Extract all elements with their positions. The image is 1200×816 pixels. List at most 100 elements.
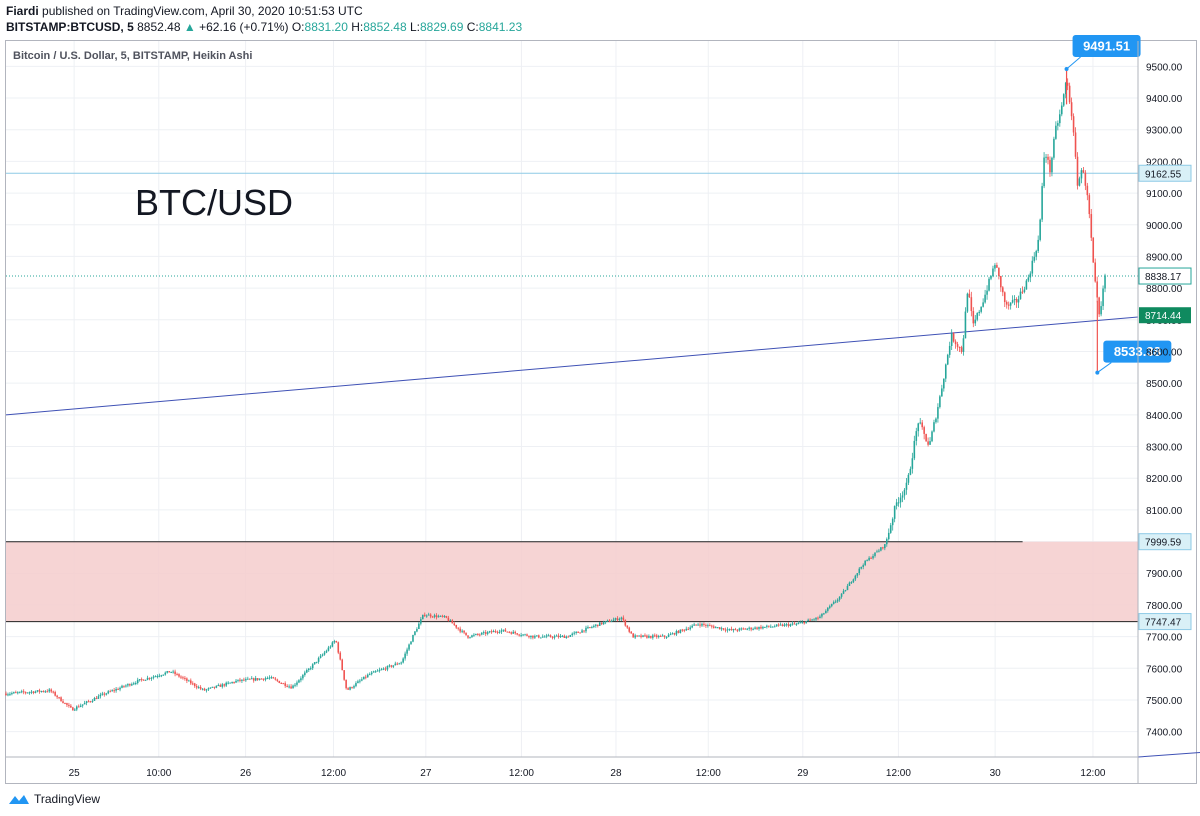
candle-body bbox=[357, 681, 359, 684]
y-tick-label: 8200.00 bbox=[1146, 474, 1183, 485]
candle-body bbox=[992, 268, 994, 276]
candle-body bbox=[915, 431, 918, 441]
candle-body bbox=[948, 345, 951, 355]
candle-body bbox=[830, 603, 833, 607]
candle-body bbox=[260, 678, 263, 680]
candle-body bbox=[75, 706, 78, 710]
candle-body bbox=[36, 690, 39, 692]
candle-body bbox=[756, 627, 758, 629]
candle-body bbox=[931, 431, 933, 442]
candle-body bbox=[563, 635, 566, 638]
candle-body bbox=[805, 621, 807, 624]
symbol-label[interactable]: BITSTAMP:BTCUSD, 5 bbox=[6, 20, 134, 34]
candle-body bbox=[502, 629, 505, 631]
y-tick-label: 7800.00 bbox=[1146, 601, 1183, 612]
candle-body bbox=[89, 701, 92, 703]
candle-body bbox=[9, 693, 11, 695]
candle-body bbox=[97, 696, 100, 699]
candle-body bbox=[791, 623, 794, 625]
candle-body bbox=[606, 620, 609, 622]
candle-body bbox=[614, 618, 617, 620]
candle-body bbox=[893, 506, 896, 519]
x-tick-label: 26 bbox=[240, 768, 252, 779]
candle-body bbox=[954, 341, 957, 345]
candle-body bbox=[103, 693, 106, 695]
candle-body bbox=[522, 634, 524, 636]
candle-body bbox=[11, 693, 13, 695]
candle-body bbox=[233, 681, 235, 683]
candle-body bbox=[20, 691, 23, 693]
candle-body bbox=[349, 687, 351, 690]
candle-body bbox=[1072, 116, 1075, 133]
candle-body bbox=[583, 630, 585, 632]
footer-brand[interactable]: TradingView bbox=[8, 792, 100, 806]
candle-body bbox=[903, 489, 906, 496]
candle-body bbox=[30, 691, 33, 693]
candle-body bbox=[720, 628, 723, 630]
candle-body bbox=[400, 662, 402, 664]
candle-body bbox=[1064, 82, 1067, 95]
candle-body bbox=[398, 663, 401, 665]
candle-body bbox=[445, 616, 448, 618]
candle-body bbox=[313, 662, 316, 665]
chart-frame[interactable] bbox=[5, 40, 1197, 784]
candle-body bbox=[1090, 214, 1093, 238]
candle-body bbox=[319, 655, 322, 659]
candle-body bbox=[1039, 219, 1041, 240]
candle-body bbox=[595, 624, 597, 626]
candle-body bbox=[966, 293, 969, 312]
candle-body bbox=[681, 629, 684, 631]
candle-body bbox=[1062, 94, 1065, 106]
candle-body bbox=[327, 647, 330, 651]
candle-body bbox=[374, 671, 377, 673]
candle-body bbox=[172, 671, 174, 673]
candle-body bbox=[618, 618, 621, 621]
y-tick-label: 8500.00 bbox=[1146, 379, 1183, 390]
candle-body bbox=[1057, 123, 1059, 126]
candle-body bbox=[211, 686, 214, 688]
candle-body bbox=[1092, 237, 1095, 263]
candle-body bbox=[612, 619, 615, 622]
candle-body bbox=[321, 654, 324, 656]
candle-body bbox=[15, 692, 17, 694]
candle-body bbox=[209, 687, 212, 689]
level-badge-bg bbox=[1138, 267, 1192, 285]
candle-body bbox=[81, 704, 84, 706]
candle-body bbox=[443, 616, 446, 618]
candle-body bbox=[766, 625, 768, 627]
price-callout: 9491.51 bbox=[1064, 35, 1141, 72]
candle-body bbox=[457, 627, 459, 629]
candle-body bbox=[740, 628, 743, 630]
candle-body bbox=[1086, 185, 1089, 196]
candle-body bbox=[842, 590, 845, 594]
x-tick-label: 28 bbox=[610, 768, 622, 779]
candle-body bbox=[276, 679, 279, 681]
candle-body bbox=[170, 671, 172, 673]
candle-body bbox=[769, 626, 772, 628]
candle-body bbox=[524, 634, 526, 636]
candle-body bbox=[862, 565, 865, 567]
candle-body bbox=[461, 630, 463, 632]
candle-body bbox=[376, 670, 379, 672]
candle-body bbox=[66, 703, 68, 705]
candle-body bbox=[410, 641, 412, 645]
candle-body bbox=[355, 683, 357, 687]
author-name[interactable]: Fiardi bbox=[6, 4, 39, 18]
candle-body bbox=[970, 297, 973, 311]
candle-body bbox=[207, 688, 210, 690]
candle-body bbox=[941, 388, 943, 397]
candle-body bbox=[1100, 306, 1102, 315]
candle-body bbox=[964, 311, 967, 339]
candle-body bbox=[874, 552, 876, 556]
candle-body bbox=[99, 694, 102, 697]
candle-body bbox=[610, 621, 613, 623]
candle-body bbox=[579, 632, 581, 634]
candle-body bbox=[591, 626, 593, 628]
candle-body bbox=[659, 635, 662, 637]
candle-body bbox=[589, 627, 591, 629]
candle-body bbox=[197, 687, 200, 689]
candle-body bbox=[665, 636, 668, 638]
footer-brand-label: TradingView bbox=[34, 792, 101, 806]
candle-body bbox=[852, 579, 855, 583]
